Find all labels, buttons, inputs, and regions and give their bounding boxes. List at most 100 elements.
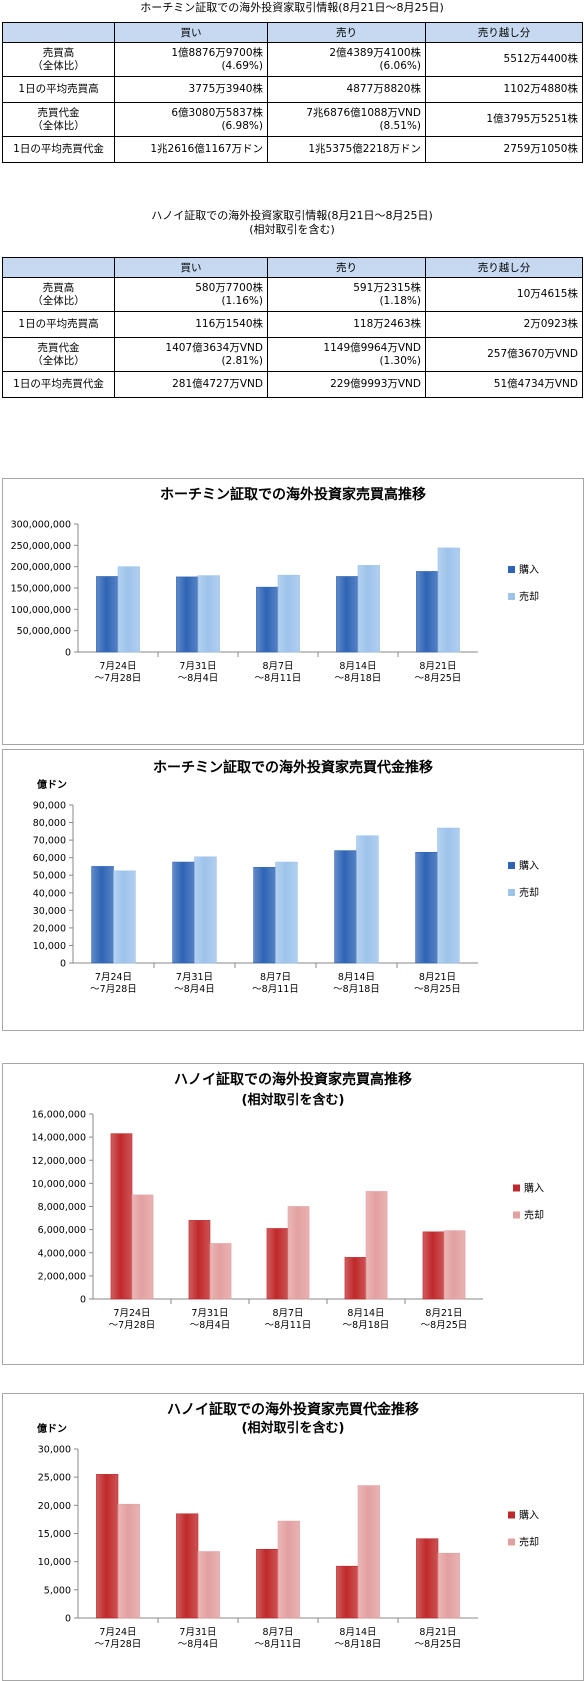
x-tick-label: 8月7日 (272, 1308, 303, 1319)
x-tick-label: 7月24日 (95, 972, 132, 983)
y-tick-label: 10,000 (38, 1557, 71, 1568)
x-tick-label: 〜8月4日 (178, 673, 219, 684)
bar-sell (437, 1552, 460, 1619)
x-tick-label: 8月21日 (419, 972, 456, 983)
legend-swatch-buy (508, 1511, 515, 1519)
chart-title: ハノイ証取での海外投資家売買代金推移 (167, 1401, 419, 1418)
y-tick-label: 70,000 (33, 836, 66, 847)
y-tick-label: 200,000,000 (11, 562, 71, 573)
table-row: 1日の平均売買代金 1兆2616億1167万ドン 1兆5375億2218万ドン … (2, 136, 583, 163)
buy-cell: 116万1540株 (114, 311, 268, 338)
buy-cell: 1兆2616億1167万ドン (114, 136, 268, 163)
x-tick-label: 8月14日 (339, 661, 376, 672)
x-tick-label: 〜8月11日 (255, 673, 302, 684)
x-tick-label: 〜8月4日 (174, 984, 215, 995)
bar-buy (96, 1474, 119, 1619)
header-cell-blank (2, 257, 115, 278)
header-cell-net: 売り越し分 (425, 257, 583, 278)
sell-cell: 2億4389万4100株 (6.06%) (267, 42, 426, 77)
bar-sell (437, 547, 460, 653)
table-header-row: 買い 売り 売り越し分 (2, 257, 583, 278)
y-tick-label: 12,000,000 (32, 1156, 86, 1167)
x-tick-label: 8月14日 (338, 972, 375, 983)
y-tick-label: 14,000,000 (32, 1133, 86, 1144)
x-tick-label: 8月14日 (347, 1308, 384, 1319)
row-label: 1日の平均売買代金 (2, 136, 115, 163)
y-tick-label: 100,000,000 (11, 605, 71, 616)
x-tick-label: 〜8月18日 (335, 1639, 382, 1650)
y-tick-label: 30,000 (38, 1445, 71, 1456)
bar-sell (443, 1230, 466, 1300)
y-tick-label: 60,000 (33, 853, 66, 864)
x-tick-label: 7月24日 (99, 661, 136, 672)
bar-sell (277, 574, 300, 653)
y-tick-label: 300,000,000 (11, 520, 71, 531)
row-label: 売買代金 （全体比） (2, 102, 115, 137)
bar-sell (287, 1206, 310, 1300)
row-label: 売買高 （全体比） (2, 42, 115, 77)
bar-buy (415, 851, 438, 964)
net-cell: 1億3795万5251株 (425, 102, 583, 137)
header-cell-buy: 買い (114, 257, 268, 278)
bar-sell (357, 1485, 380, 1619)
bar-sell (356, 835, 379, 964)
chart-subtitle: (相対取引を含む) (242, 1092, 345, 1108)
table-row: 売買高 （全体比） 580万7700株 (1.16%) 591万2315株 (1.18… (2, 277, 583, 312)
y-tick-label: 0 (80, 1295, 86, 1306)
chart-hcmc-value: ホーチミン証取での海外投資家売買代金推移 億ドン 0 10,000 20,000 30,0… (2, 749, 584, 1031)
x-tick-label: 8月7日 (262, 1627, 293, 1638)
buy-cell: 3775万3940株 (114, 76, 268, 103)
hcmc-table-title: ホーチミン証取での海外投資家取引情報(8月21日〜8月25日) (140, 1, 444, 14)
bar-sell (194, 856, 217, 964)
x-tick-label: 7月31日 (179, 1627, 216, 1638)
bar-buy (416, 1538, 439, 1619)
y-tick-label: 15,000 (38, 1529, 71, 1540)
x-tick-label: 〜8月18日 (343, 1320, 390, 1331)
table-header-row: 買い 売り 売り越し分 (2, 22, 583, 43)
x-tick-label: 〜8月4日 (178, 1639, 219, 1650)
x-tick-label: 8月7日 (262, 661, 293, 672)
y-tick-label: 16,000,000 (32, 1110, 86, 1121)
bar-sell (277, 1520, 300, 1619)
bar-sell (437, 827, 460, 964)
x-tick-label: 7月24日 (99, 1627, 136, 1638)
bar-sell (113, 870, 136, 964)
legend-label: 売却 (519, 1536, 539, 1549)
net-cell: 51億4734万VND (425, 371, 583, 398)
x-tick-label: 〜8月25日 (415, 673, 462, 684)
x-tick-label: 8月21日 (419, 1627, 456, 1638)
legend-swatch-buy (508, 862, 515, 869)
sell-cell: 118万2463株 (267, 311, 426, 338)
bar-buy (344, 1257, 367, 1300)
bar-buy (266, 1228, 289, 1300)
y-tick-label: 4,000,000 (38, 1248, 86, 1259)
chart-hanoi-value: ハノイ証取での海外投資家売買代金推移 (相対取引を含む) 億ドン 0 5,000 10,0… (2, 1393, 584, 1681)
net-cell: 10万4615株 (425, 277, 583, 312)
legend-label: 購入 (519, 859, 539, 872)
y-tick-label: 10,000 (33, 941, 66, 952)
y-tick-label: 20,000 (38, 1501, 71, 1512)
y-tick-label: 10,000,000 (32, 1179, 86, 1190)
x-tick-label: 7月24日 (113, 1308, 150, 1319)
y-tick-label: 40,000 (33, 888, 66, 899)
hanoi-table-title: ハノイ証取での海外投資家取引情報(8月21日〜8月25日) (相対取引を含む) (151, 209, 433, 236)
legend-swatch-sell (513, 1211, 520, 1219)
sell-cell: 591万2315株 (1.18%) (267, 277, 426, 312)
buy-cell: 580万7700株 (1.16%) (114, 277, 268, 312)
bar-sell (131, 1194, 154, 1300)
x-tick-label: 7月31日 (176, 972, 213, 983)
x-tick-label: 〜7月28日 (90, 984, 137, 995)
net-cell: 257億3670万VND (425, 337, 583, 372)
legend-label: 売却 (524, 1209, 544, 1222)
y-tick-label: 150,000,000 (11, 584, 71, 595)
header-cell-sell: 売り (267, 257, 426, 278)
legend-swatch-sell (508, 593, 515, 600)
bar-sell (275, 861, 298, 964)
y-tick-label: 0 (60, 959, 66, 970)
x-tick-label: 8月14日 (339, 1627, 376, 1638)
y-tick-label: 2,000,000 (38, 1271, 86, 1282)
bar-buy (172, 861, 195, 964)
chart-hcmc-volume: ホーチミン証取での海外投資家売買高推移 0 50,000,000 100,000,00… (2, 478, 584, 745)
table-row: 売買高 （全体比） 1億8876万9700株 (4.69%) 2億4389万4100… (2, 42, 583, 77)
